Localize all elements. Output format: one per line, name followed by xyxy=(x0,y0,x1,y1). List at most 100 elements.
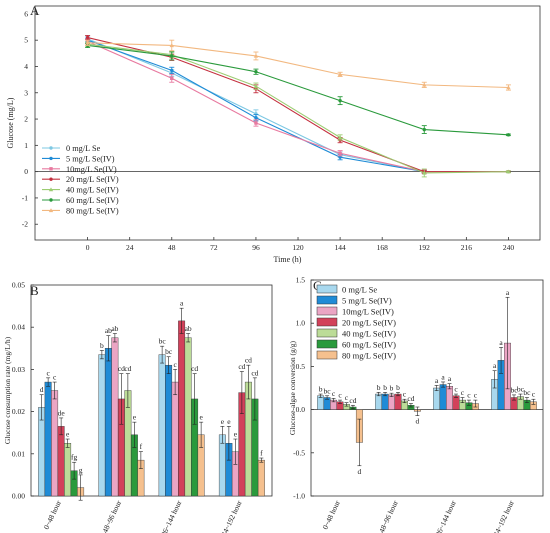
legend-swatch xyxy=(316,306,338,316)
legend-label: 5 mg/L Se(IV) xyxy=(342,296,392,306)
significance-label: cd xyxy=(118,364,125,373)
bar xyxy=(394,393,402,410)
y-tick-label: 0.05 xyxy=(12,281,25,290)
significance-label: bc xyxy=(510,385,518,394)
significance-label: c xyxy=(461,388,465,397)
significance-label: e xyxy=(221,417,225,426)
legend-label: 20 mg/L Se(IV) xyxy=(66,175,119,184)
significance-label: bc xyxy=(165,347,173,356)
y-tick-label: 0.03 xyxy=(12,365,25,374)
legend-swatch xyxy=(316,295,338,305)
bar xyxy=(433,387,441,410)
data-point xyxy=(254,121,258,125)
data-point xyxy=(48,208,54,213)
x-tick-label: 240 xyxy=(503,243,515,252)
series-line-group xyxy=(85,34,511,174)
significance-label: e xyxy=(234,430,238,439)
y-tick-label: 0.02 xyxy=(12,407,25,416)
category-label: 0~48 hour xyxy=(42,499,63,531)
significance-label: b xyxy=(383,383,387,392)
y-tick-label: -2 xyxy=(22,220,28,229)
bar xyxy=(439,384,447,410)
y-tick-label: 4 xyxy=(24,62,28,71)
y-tick-label: 0.5 xyxy=(296,362,306,371)
legend-swatch xyxy=(316,339,338,349)
y-tick-label: 1.0 xyxy=(296,319,306,328)
panel-b: B 0.00 0.01 0.02 0.03 0.04 0.05 Glucose consump… xyxy=(3,281,273,533)
legend-swatch xyxy=(316,328,338,338)
significance-label: fg xyxy=(71,453,77,462)
bar xyxy=(388,394,395,410)
x-tick-label: 72 xyxy=(210,243,218,252)
legend-label: 60 mg/L Se(IV) xyxy=(66,196,119,205)
significance-label: c xyxy=(403,390,407,399)
bar xyxy=(57,426,65,497)
significance-label: c xyxy=(467,391,471,400)
x-tick-label: 192 xyxy=(419,243,431,252)
x-tick-label: 0 xyxy=(86,243,90,252)
significance-label: cd xyxy=(407,394,414,403)
plot-frame xyxy=(30,284,273,497)
legend-label: 80 mg/L Se(IV) xyxy=(66,206,119,215)
significance-label: e xyxy=(227,417,231,426)
bar xyxy=(381,393,389,410)
series-line-group xyxy=(85,42,511,137)
data-point xyxy=(506,133,511,137)
bar xyxy=(184,337,192,497)
x-axis-label: Time (h) xyxy=(274,255,302,264)
category-label: 0~48 hour xyxy=(321,499,342,531)
legend-label: 10mg/L Se(IV) xyxy=(342,307,394,317)
significance-label: f xyxy=(260,449,263,458)
data-point xyxy=(49,146,53,150)
significance-label: e xyxy=(66,430,70,439)
x-tick-label: 48 xyxy=(168,243,176,252)
significance-label: e xyxy=(199,413,203,422)
legend-label: 40 mg/L Se(IV) xyxy=(342,329,396,339)
y-tick-label: 0.00 xyxy=(12,492,25,501)
data-point xyxy=(254,70,258,74)
significance-label: cd xyxy=(191,364,198,373)
data-point xyxy=(170,68,174,73)
legend-label: 10mg/L Se(IV) xyxy=(66,165,117,174)
significance-label: bc xyxy=(523,388,531,397)
significance-label: g xyxy=(79,465,83,474)
legend-label: 0 mg/L Se xyxy=(66,144,101,153)
data-point xyxy=(338,151,342,155)
legend-swatch xyxy=(316,350,338,360)
significance-label: a xyxy=(180,299,184,308)
significance-label: ab xyxy=(185,324,192,333)
bar xyxy=(446,386,453,410)
significance-label: a xyxy=(493,361,497,370)
y-axis-label: Glucose (mg/L) xyxy=(6,97,15,148)
data-point xyxy=(254,116,258,120)
legend-label: 0 mg/L Se xyxy=(342,285,377,295)
significance-label: b xyxy=(377,383,381,392)
y-axis-label: Glucose consumption rate (mg/L/h) xyxy=(3,336,12,444)
significance-label: bc xyxy=(159,337,167,346)
bar xyxy=(375,393,383,410)
significance-label: b xyxy=(390,384,394,393)
y-tick-label: 0.0 xyxy=(296,405,306,414)
bar xyxy=(38,407,46,497)
bar xyxy=(44,381,52,497)
series-line xyxy=(87,37,509,173)
significance-label: b xyxy=(396,383,400,392)
bar xyxy=(218,434,226,497)
x-tick-label: 144 xyxy=(334,243,346,252)
data-point xyxy=(337,135,343,140)
data-point xyxy=(49,167,53,171)
y-tick-label: 0 xyxy=(24,167,28,176)
significance-label: de xyxy=(58,408,66,417)
series-line-group xyxy=(85,39,511,91)
panel-a: A0 24 48 72 96 120 144 168 192 216 240-2-10123456T… xyxy=(6,3,541,264)
significance-label: ab xyxy=(111,324,118,333)
data-point xyxy=(422,82,427,87)
significance-label: cd xyxy=(238,362,245,371)
category-label: 144~192 hour xyxy=(490,499,516,533)
legend-label: 20 mg/L Se(IV) xyxy=(342,318,396,328)
y-tick-label: 5 xyxy=(24,36,28,45)
legend-swatch xyxy=(316,317,338,327)
series-line xyxy=(87,42,509,89)
significance-label: c xyxy=(338,391,342,400)
significance-label: d xyxy=(358,467,362,476)
